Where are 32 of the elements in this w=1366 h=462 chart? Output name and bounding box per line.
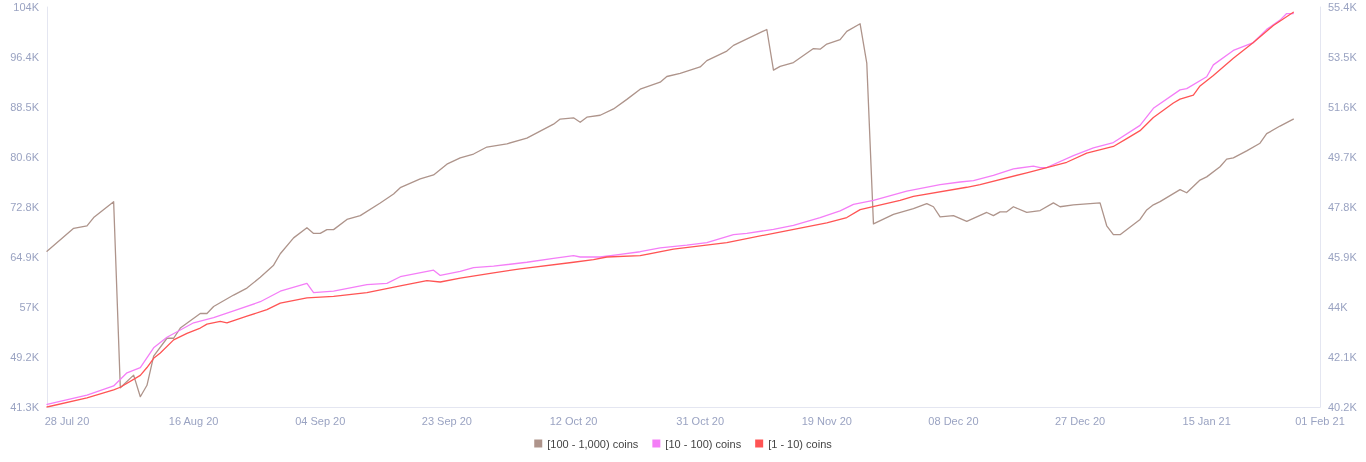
x-tick-label: 19 Nov 20 (801, 414, 852, 427)
legend-label: [10 - 100) coins (665, 437, 742, 450)
x-tick-label: 04 Sep 20 (295, 414, 346, 427)
legend-label: [1 - 10) coins (768, 437, 833, 450)
y2-tick-label: 42.1K (1328, 351, 1358, 363)
y-tick-label: 41.3K (10, 401, 40, 413)
y-tick-label: 104K (13, 1, 40, 13)
y-tick-label: 88.5K (10, 101, 40, 113)
y-tick-label: 64.9K (10, 251, 40, 263)
legend-label: [100 - 1,000) coins (547, 437, 639, 450)
y2-tick-label: 47.8K (1328, 201, 1358, 213)
x-tick-label: 27 Dec 20 (1054, 414, 1106, 427)
x-tick-label: 31 Oct 20 (676, 414, 725, 427)
y2-tick-label: 51.6K (1328, 101, 1358, 113)
y2-tick-label: 55.4K (1328, 1, 1358, 13)
y2-tick-label: 45.9K (1328, 251, 1358, 263)
x-tick-label: 08 Dec 20 (928, 414, 979, 427)
y2-tick-label: 49.7K (1328, 151, 1358, 163)
x-tick-label: 12 Oct 20 (549, 414, 598, 427)
y-tick-label: 49.2K (10, 351, 40, 363)
y-tick-label: 72.8K (10, 201, 40, 213)
x-tick-label: 28 Jul 20 (44, 414, 90, 427)
x-tick-label: 15 Jan 21 (1182, 414, 1231, 427)
x-tick-label: 01 Feb 21 (1295, 414, 1345, 427)
y2-tick-label: 53.5K (1328, 51, 1358, 63)
y2-tick-label: 40.2K (1328, 401, 1358, 413)
y2-tick-label: 44K (1328, 301, 1349, 313)
x-tick-label: 16 Aug 20 (168, 414, 219, 427)
y-tick-label: 96.4K (10, 51, 40, 63)
y-tick-label: 80.6K (10, 151, 40, 163)
y-tick-label: 57K (19, 301, 40, 313)
x-tick-label: 23 Sep 20 (421, 414, 472, 427)
